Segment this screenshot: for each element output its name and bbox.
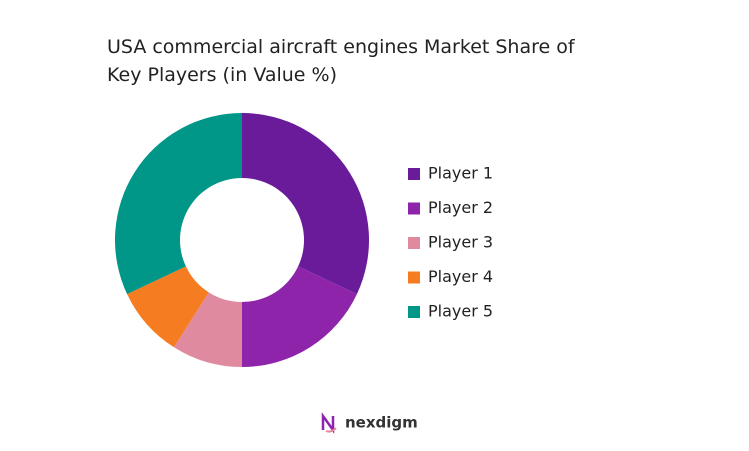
donut-slice [242, 266, 357, 367]
logo: nexdigm [321, 412, 418, 434]
donut-slice [173, 292, 242, 367]
legend-label: Player 2 [428, 198, 493, 217]
logo-icon-accent [325, 427, 337, 433]
legend-label: Player 5 [428, 302, 493, 321]
legend-swatch [408, 271, 420, 284]
legend-swatch [408, 237, 420, 249]
logo-text: nexdigm [345, 414, 418, 432]
legend-label: Player 4 [428, 267, 493, 286]
donut-slice [242, 113, 369, 295]
donut-slice [114, 113, 242, 295]
legend-label: Player 1 [428, 164, 493, 183]
legend-swatch [408, 202, 420, 215]
legend-swatch [408, 168, 420, 180]
legend-swatch [408, 306, 420, 318]
donut-slice [127, 266, 209, 348]
chart-title: USA commercial aircraft engines Market S… [107, 36, 575, 86]
logo-icon [321, 412, 335, 434]
legend-label: Player 3 [428, 233, 493, 252]
